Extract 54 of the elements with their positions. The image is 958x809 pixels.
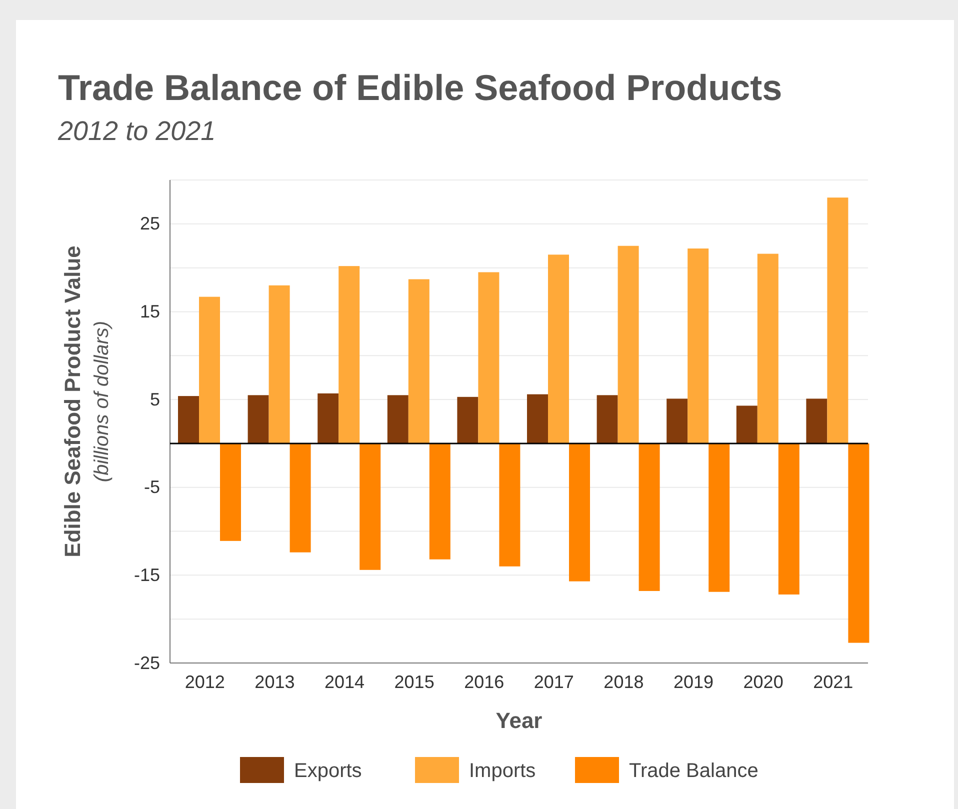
bar	[618, 246, 639, 444]
bar	[638, 443, 660, 591]
x-tick-label: 2018	[604, 672, 644, 692]
x-tick-label: 2021	[813, 672, 854, 692]
x-tick-label: 2019	[673, 672, 714, 692]
bar	[457, 396, 478, 444]
x-tick-label: 2012	[184, 672, 225, 692]
y2-axis-title: (billions of dollars)	[91, 320, 113, 482]
bar	[290, 443, 311, 552]
bar	[827, 198, 848, 444]
chart-subtitle: 2012 to 2021	[57, 116, 216, 146]
y-tick-label: 5	[150, 389, 160, 410]
bar	[429, 443, 450, 560]
bar	[387, 395, 408, 444]
bar	[318, 393, 339, 444]
y-tick-label: -5	[144, 477, 160, 498]
bar	[757, 254, 778, 444]
y-tick-label: 25	[140, 214, 160, 234]
bar	[569, 443, 590, 582]
bar	[666, 398, 688, 444]
bar	[199, 296, 220, 444]
x-tick-label: 2015	[394, 672, 434, 692]
x-axis-title: Year	[496, 708, 543, 733]
x-tick-label: 2016	[464, 672, 504, 692]
bar	[178, 396, 199, 444]
bar	[527, 394, 548, 444]
x-tick-label: 2020	[743, 672, 784, 692]
bar	[688, 248, 709, 444]
bar	[268, 285, 290, 444]
y-axis-title: Edible Seafood Product Value	[60, 246, 85, 558]
bar	[708, 443, 730, 592]
bar	[736, 406, 758, 444]
bar	[338, 266, 360, 444]
y-tick-label: -25	[134, 652, 160, 673]
bar	[806, 398, 828, 444]
legend-label: Imports	[469, 760, 536, 782]
bar	[360, 443, 381, 570]
x-tick-label: 2014	[324, 672, 365, 692]
legend-label: Trade Balance	[629, 760, 758, 782]
bar	[778, 443, 800, 594]
x-tick-label: 2013	[254, 672, 295, 692]
x-tick-label: 2017	[534, 672, 574, 692]
y-tick-label: -15	[134, 564, 160, 585]
y-tick-label: 15	[140, 301, 160, 322]
bar	[499, 443, 520, 566]
bar	[478, 272, 500, 444]
bar	[220, 443, 241, 541]
bar	[248, 395, 269, 444]
bar	[596, 395, 618, 444]
legend-label: Exports	[294, 760, 362, 782]
bar	[408, 279, 430, 444]
bar	[548, 254, 569, 444]
chart-title: Trade Balance of Edible Seafood Products	[58, 67, 782, 108]
bar	[848, 443, 870, 643]
